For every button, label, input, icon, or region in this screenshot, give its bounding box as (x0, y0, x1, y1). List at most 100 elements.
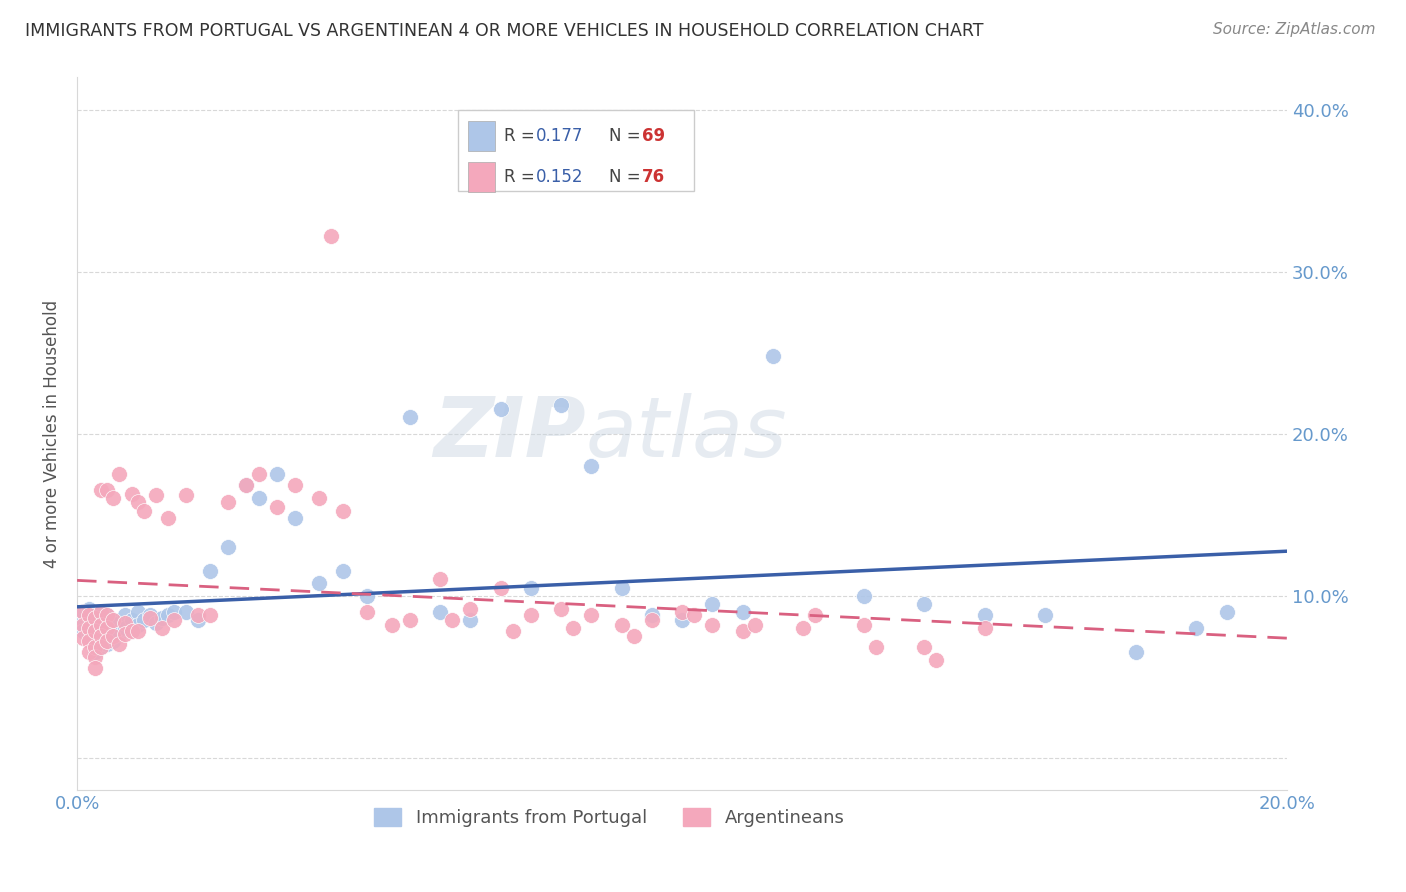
Point (84, 661, 107, 675)
Point (77, 617, 100, 632)
Point (198, 608, 221, 623)
Point (121, 624, 143, 639)
Point (332, 504, 354, 518)
Point (150, 611, 173, 625)
Point (90, 634, 112, 648)
Point (84, 624, 107, 639)
Point (217, 494, 239, 508)
Point (132, 504, 155, 518)
Point (731, 624, 754, 639)
Text: Source: ZipAtlas.com: Source: ZipAtlas.com (1212, 22, 1375, 37)
Text: 0.177: 0.177 (536, 127, 583, 145)
Point (145, 488, 167, 502)
Point (77, 634, 100, 648)
Point (489, 402, 512, 417)
Point (973, 621, 995, 635)
Point (610, 581, 633, 595)
Point (356, 589, 378, 603)
Point (90, 605, 112, 619)
Point (90, 624, 112, 639)
Point (84, 637, 107, 651)
Point (550, 601, 572, 615)
Point (398, 613, 420, 627)
Point (381, 617, 404, 632)
Point (429, 573, 451, 587)
Point (90, 640, 112, 655)
Point (460, 613, 482, 627)
Point (121, 613, 143, 627)
Point (96, 617, 118, 632)
Point (90, 613, 112, 627)
Point (398, 410, 420, 425)
Point (90, 617, 112, 632)
Point (103, 613, 125, 627)
Point (103, 629, 125, 643)
Point (96, 637, 118, 651)
Point (156, 608, 179, 623)
Point (77, 645, 100, 659)
Point (321, 229, 343, 244)
Point (84, 611, 107, 625)
Point (96, 608, 118, 623)
Point (96, 608, 118, 623)
Point (72, 624, 94, 639)
Point (174, 488, 197, 502)
Point (581, 458, 603, 473)
Point (1185, 621, 1208, 635)
Point (731, 605, 754, 619)
Point (671, 605, 693, 619)
Point (84, 640, 107, 655)
Point (284, 511, 307, 525)
Point (247, 491, 270, 506)
Point (150, 621, 173, 635)
Point (77, 621, 100, 635)
Point (247, 467, 270, 482)
Point (72, 631, 94, 645)
Point (103, 491, 125, 506)
Point (121, 486, 143, 500)
Point (702, 597, 724, 611)
Point (96, 483, 118, 498)
Point (103, 613, 125, 627)
Point (1125, 645, 1147, 659)
Point (103, 624, 125, 639)
Point (121, 624, 143, 639)
Point (84, 631, 107, 645)
Point (217, 540, 239, 554)
Point (284, 478, 307, 492)
Point (156, 511, 179, 525)
Point (114, 608, 136, 623)
Point (108, 467, 131, 482)
Point (489, 581, 512, 595)
Point (108, 637, 131, 651)
FancyBboxPatch shape (458, 110, 695, 192)
Point (72, 605, 94, 619)
Point (623, 629, 645, 643)
Point (744, 617, 766, 632)
Point (138, 608, 160, 623)
Point (187, 608, 209, 623)
Text: 76: 76 (643, 169, 665, 186)
Text: R =: R = (505, 169, 540, 186)
Point (90, 483, 112, 498)
Text: 0.152: 0.152 (536, 169, 583, 186)
Point (912, 597, 935, 611)
Text: R =: R = (505, 127, 540, 145)
Point (84, 650, 107, 665)
Point (973, 608, 995, 623)
Point (683, 608, 706, 623)
Point (90, 640, 112, 655)
Point (912, 640, 935, 655)
Point (90, 629, 112, 643)
Point (562, 621, 585, 635)
Point (187, 613, 209, 627)
Point (308, 575, 330, 590)
Point (127, 494, 149, 508)
Point (127, 605, 149, 619)
Point (852, 589, 875, 603)
Point (804, 608, 827, 623)
Text: atlas: atlas (585, 393, 787, 475)
Point (235, 478, 257, 492)
Point (114, 627, 136, 641)
Point (84, 611, 107, 625)
